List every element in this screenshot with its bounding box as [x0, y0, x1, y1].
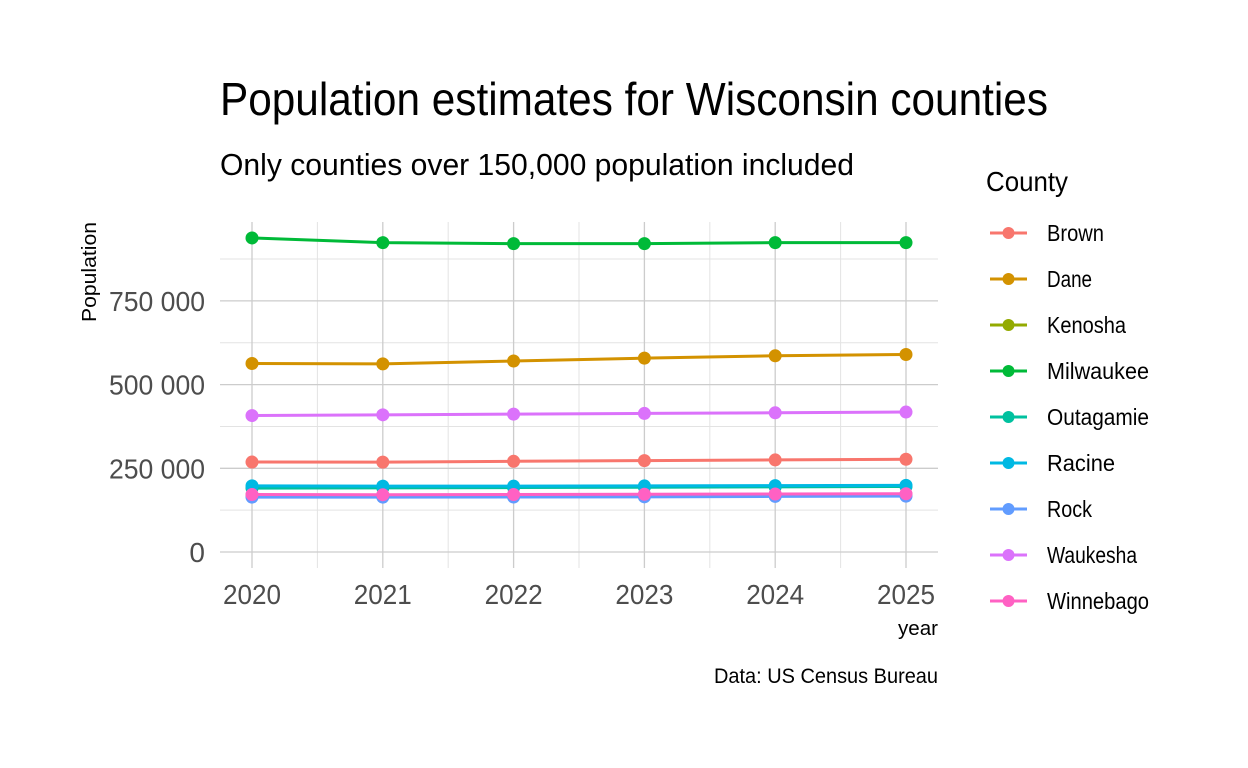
legend-key-point	[1002, 595, 1015, 607]
legend-key-point	[1002, 227, 1015, 239]
legend-key-point	[1002, 549, 1015, 561]
data-point	[507, 488, 521, 502]
data-point	[245, 409, 259, 423]
legend-item: Outagamie	[990, 404, 1149, 430]
series-lines	[245, 231, 913, 504]
data-point	[507, 454, 521, 468]
data-point	[376, 488, 390, 502]
x-tick-label: 2025	[877, 579, 935, 610]
x-axis-label: year	[898, 618, 938, 640]
x-tick-label: 2022	[485, 579, 543, 610]
legend-key-point	[1002, 365, 1015, 377]
legend-label: Kenosha	[1047, 312, 1126, 338]
legend: County Brown Dane Kenosha Milwaukee Outagami…	[986, 166, 1149, 614]
data-point	[245, 455, 259, 469]
data-point	[245, 488, 259, 502]
series-brown	[245, 452, 913, 469]
data-point	[376, 455, 390, 469]
legend-label: Outagamie	[1047, 404, 1149, 430]
data-point	[899, 236, 913, 250]
legend-label: Waukesha	[1047, 542, 1137, 568]
legend-item: Winnebago	[990, 588, 1149, 614]
legend-label: Racine	[1047, 450, 1115, 476]
data-point	[507, 354, 521, 368]
legend-item: Milwaukee	[990, 358, 1149, 384]
data-point	[899, 347, 913, 361]
data-point	[768, 406, 782, 420]
series-line	[251, 352, 907, 366]
chart-subtitle: Only counties over 150,000 population in…	[220, 147, 854, 182]
legend-key-point	[1002, 411, 1015, 423]
series-winnebago	[245, 487, 913, 502]
y-tick-label: 0	[189, 537, 205, 568]
series-line	[251, 457, 907, 464]
data-point	[376, 236, 390, 250]
data-point	[637, 487, 651, 501]
legend-key-point	[1002, 457, 1015, 469]
y-tick-label: 250 000	[109, 453, 205, 484]
y-axis-label: Population	[79, 222, 101, 322]
data-point	[899, 452, 913, 466]
series-waukesha	[245, 405, 913, 423]
x-axis: 2020 2021 2022 2023 2024 2025	[223, 579, 935, 610]
data-point	[507, 237, 521, 251]
legend-title: County	[986, 166, 1068, 197]
legend-item: Kenosha	[990, 312, 1126, 338]
data-point	[637, 351, 651, 365]
legend-label: Winnebago	[1047, 588, 1149, 614]
data-point	[637, 237, 651, 251]
legend-label: Brown	[1047, 220, 1104, 246]
series-dane	[245, 347, 913, 371]
legend-item: Waukesha	[990, 542, 1137, 568]
legend-key-point	[1002, 319, 1015, 331]
data-point	[637, 454, 651, 468]
data-point	[768, 349, 782, 363]
legend-key-point	[1002, 503, 1015, 515]
legend-item: Racine	[990, 450, 1115, 476]
legend-key-point	[1002, 273, 1015, 285]
data-point	[245, 357, 259, 371]
y-tick-label: 500 000	[109, 370, 205, 401]
series-line	[251, 236, 906, 246]
data-point	[376, 408, 390, 422]
series-milwaukee	[245, 231, 913, 251]
legend-label: Rock	[1047, 496, 1092, 522]
series-line	[251, 483, 907, 488]
data-point	[637, 406, 651, 420]
series-line	[251, 410, 907, 418]
series-line	[252, 494, 907, 499]
grid	[220, 222, 938, 568]
data-point	[768, 236, 782, 250]
data-point	[768, 487, 782, 501]
data-point	[376, 357, 390, 371]
data-point	[768, 453, 782, 467]
data-point	[899, 487, 913, 501]
data-point	[507, 407, 521, 421]
legend-label: Milwaukee	[1047, 358, 1149, 384]
series-line	[251, 492, 907, 497]
legend-item: Dane	[990, 266, 1092, 292]
x-tick-label: 2021	[354, 579, 412, 610]
chart-title: Population estimates for Wisconsin count…	[220, 73, 1048, 125]
y-axis: 0 250 000 500 000 750 000	[109, 286, 205, 568]
x-tick-label: 2020	[223, 579, 281, 610]
legend-item: Rock	[990, 496, 1092, 522]
chart-caption: Data: US Census Bureau	[714, 665, 938, 688]
x-tick-label: 2023	[615, 579, 673, 610]
data-point	[899, 405, 913, 419]
x-tick-label: 2024	[746, 579, 804, 610]
legend-item: Brown	[990, 220, 1104, 246]
y-tick-label: 750 000	[109, 286, 205, 317]
data-point	[245, 231, 259, 245]
legend-label: Dane	[1047, 266, 1092, 292]
